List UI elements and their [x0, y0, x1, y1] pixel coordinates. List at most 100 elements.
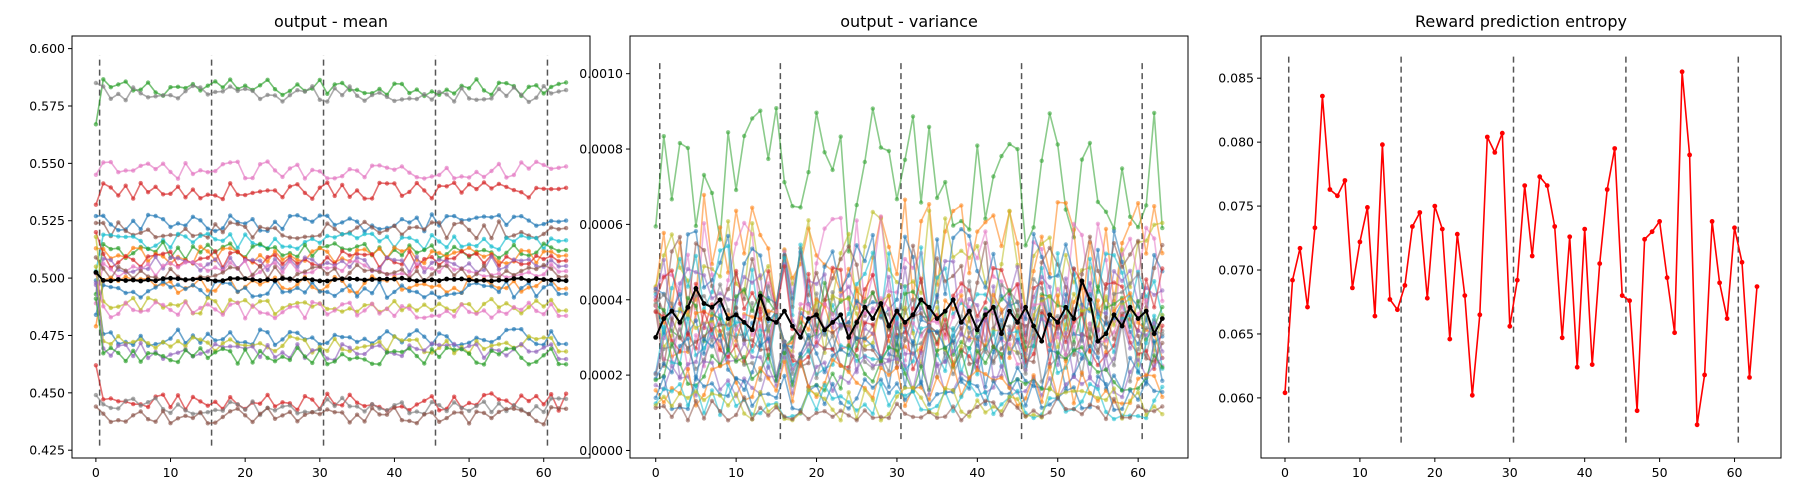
mean-variance-series-point [1079, 278, 1085, 284]
variance-series-point [1152, 222, 1157, 227]
output-series-point [377, 335, 382, 341]
variance-series-point [1015, 146, 1020, 152]
variance-series-point [685, 403, 691, 408]
output-series-point [190, 394, 196, 400]
output-series-point [392, 257, 397, 263]
output-series-point [220, 230, 225, 235]
output-series-point [519, 307, 524, 312]
mean-variance-series-point [677, 320, 683, 325]
variance-series-point [1119, 415, 1125, 420]
variance-series-point [870, 250, 875, 255]
output-series-point [414, 346, 419, 352]
output-series-point [295, 342, 300, 347]
output-series-point [228, 260, 233, 265]
output-series-point [526, 195, 531, 200]
variance-series-point [1039, 234, 1044, 239]
variance-series-point [822, 301, 827, 306]
output-series-point [332, 222, 337, 228]
output-series-point [280, 195, 285, 200]
variance-series-point [975, 393, 980, 398]
mean-variance-series-point [1103, 331, 1109, 337]
variance-series-point [1160, 220, 1165, 226]
variance-series-point [967, 296, 972, 302]
entropy-series-point [1507, 323, 1513, 329]
output-series-point [116, 334, 121, 339]
output-series-point [541, 262, 546, 268]
output-series-point [160, 192, 166, 197]
output-series-line [95, 273, 567, 320]
output-series-point [399, 249, 405, 254]
output-series-point [183, 89, 188, 94]
output-series-point [459, 174, 464, 179]
variance-series-point [677, 281, 683, 286]
variance-series-point [951, 362, 956, 367]
output-series-point [452, 213, 457, 219]
output-series-point [145, 95, 151, 100]
output-series-point [563, 391, 569, 396]
mean-series-point [541, 277, 547, 282]
output-series-point [213, 237, 218, 242]
variance-series-point [1087, 234, 1093, 239]
output-series-point [272, 404, 278, 409]
output-series-point [213, 307, 218, 312]
variance-series-point [806, 218, 811, 223]
output-series-point [228, 250, 233, 256]
output-series-point [399, 81, 405, 87]
variance-series-point [830, 293, 835, 299]
output-series-point [190, 282, 196, 288]
output-series-point [250, 257, 255, 263]
variance-series-point [693, 398, 699, 404]
x-tick-label: 20 [237, 465, 253, 480]
variance-series-point [1103, 251, 1109, 256]
output-series-point [369, 406, 375, 411]
variance-series-point [814, 375, 819, 381]
mean-series-point [459, 276, 464, 282]
entropy-series-point [1589, 362, 1595, 367]
output-series-point [131, 401, 136, 407]
output-series-point [220, 85, 225, 90]
variance-series-point [886, 390, 892, 396]
output-series-point [302, 315, 308, 321]
variance-series-point [894, 365, 900, 370]
output-series-point [250, 419, 255, 425]
output-series-point [407, 235, 412, 240]
variance-series-point [1039, 274, 1044, 280]
output-series-point [168, 302, 173, 307]
output-series-point [541, 231, 546, 237]
mean-variance-series-point [790, 323, 795, 329]
output-series-point [101, 84, 106, 89]
variance-series-point [685, 362, 691, 367]
variance-series-point [814, 291, 819, 296]
variance-series-point [1031, 359, 1036, 365]
output-series-point [466, 340, 472, 345]
mean-variance-series-point [669, 308, 675, 314]
mean-variance-series-point [685, 304, 691, 310]
variance-series-point [918, 379, 924, 384]
output-series-point [504, 285, 509, 291]
variance-series-point [854, 218, 859, 223]
variance-series-point [902, 397, 908, 402]
output-series-point [168, 285, 173, 290]
mean-variance-series-point [991, 304, 996, 310]
output-series-line [95, 406, 567, 426]
variance-series-point [1135, 404, 1141, 409]
variance-series-point [806, 361, 811, 366]
output-series-point [504, 311, 509, 316]
variance-series-point [677, 391, 683, 396]
output-series-point [243, 176, 248, 181]
variance-series-point [725, 297, 731, 302]
output-series-point [407, 170, 412, 175]
output-series-point [325, 233, 330, 239]
output-series-point [519, 408, 524, 413]
variance-series-point [1103, 345, 1109, 350]
output-series-line [95, 280, 567, 315]
output-series-point [138, 295, 143, 300]
output-series-point [526, 398, 531, 404]
output-series-point [101, 220, 106, 226]
output-series-point [556, 341, 561, 347]
output-series-point [116, 228, 121, 233]
mean-series-point [302, 276, 308, 282]
output-series-point [101, 351, 106, 356]
variance-series-point [798, 409, 803, 414]
mean-variance-series-point [878, 301, 884, 306]
